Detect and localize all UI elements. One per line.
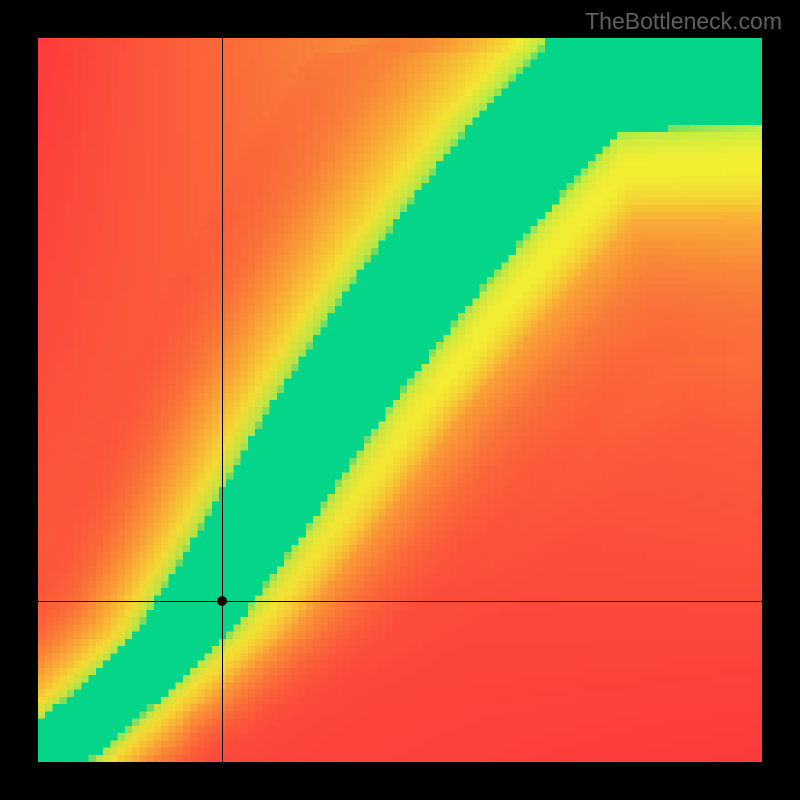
crosshair-vertical [222, 38, 223, 762]
bottleneck-heatmap [38, 38, 762, 762]
watermark-text: TheBottleneck.com [585, 8, 782, 35]
crosshair-horizontal [38, 601, 762, 602]
heatmap-canvas [38, 38, 762, 762]
crosshair-marker [217, 596, 227, 606]
